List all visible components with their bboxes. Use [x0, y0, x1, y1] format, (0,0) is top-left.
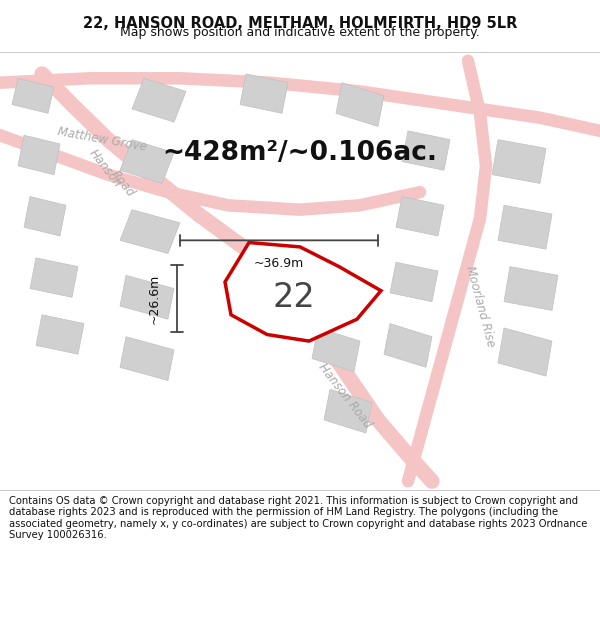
- Text: Matthew Grove: Matthew Grove: [56, 126, 148, 154]
- Polygon shape: [402, 131, 450, 170]
- Polygon shape: [18, 135, 60, 174]
- Polygon shape: [504, 267, 558, 311]
- Polygon shape: [492, 139, 546, 183]
- Polygon shape: [240, 74, 288, 113]
- Text: ~36.9m: ~36.9m: [254, 257, 304, 270]
- Polygon shape: [12, 78, 54, 113]
- Text: 22, HANSON ROAD, MELTHAM, HOLMFIRTH, HD9 5LR: 22, HANSON ROAD, MELTHAM, HOLMFIRTH, HD9…: [83, 16, 517, 31]
- Polygon shape: [24, 196, 66, 236]
- Polygon shape: [498, 205, 552, 249]
- Polygon shape: [225, 242, 381, 341]
- Polygon shape: [396, 196, 444, 236]
- Polygon shape: [390, 262, 438, 302]
- Polygon shape: [120, 276, 174, 319]
- Polygon shape: [120, 337, 174, 381]
- Text: Contains OS data © Crown copyright and database right 2021. This information is : Contains OS data © Crown copyright and d…: [9, 496, 587, 541]
- Text: ~26.6m: ~26.6m: [147, 273, 160, 324]
- Text: Moorland Rise: Moorland Rise: [463, 264, 497, 348]
- Text: Road: Road: [109, 168, 137, 199]
- Polygon shape: [324, 389, 372, 433]
- Polygon shape: [498, 328, 552, 376]
- Polygon shape: [30, 258, 78, 298]
- Text: Hanson: Hanson: [86, 146, 124, 189]
- Polygon shape: [120, 209, 180, 254]
- Text: 22: 22: [272, 281, 316, 314]
- Polygon shape: [336, 82, 384, 126]
- Text: ~428m²/~0.106ac.: ~428m²/~0.106ac.: [163, 140, 437, 166]
- Text: Hanson Road: Hanson Road: [316, 361, 374, 431]
- Text: Map shows position and indicative extent of the property.: Map shows position and indicative extent…: [120, 26, 480, 39]
- Polygon shape: [384, 324, 432, 368]
- Polygon shape: [312, 328, 360, 372]
- Polygon shape: [132, 78, 186, 122]
- Polygon shape: [36, 315, 84, 354]
- Polygon shape: [120, 139, 174, 183]
